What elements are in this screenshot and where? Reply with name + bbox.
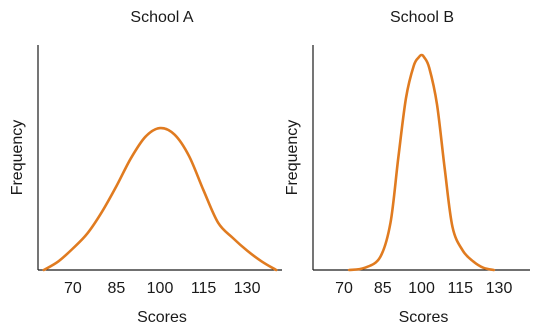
x-tick-label: 85: [374, 280, 392, 297]
distribution-curve: [347, 53, 496, 272]
x-tick-label: 115: [447, 280, 473, 297]
distribution-curve: [42, 126, 278, 272]
x-tick-label: 130: [234, 280, 261, 297]
x-tick-label: 85: [108, 280, 126, 297]
x-tick-label: 70: [335, 280, 353, 297]
x-axis-label: Scores: [399, 309, 449, 326]
x-tick-label: 100: [408, 280, 435, 297]
panel-title: School A: [130, 9, 193, 26]
x-tick-label: 70: [64, 280, 82, 297]
y-axis-label: Frequency: [9, 120, 26, 196]
x-axis-label: Scores: [137, 309, 187, 326]
x-tick-label: 130: [486, 280, 513, 297]
y-axis-label: Frequency: [284, 120, 301, 196]
x-tick-label: 115: [191, 280, 217, 297]
x-tick-label: 100: [147, 280, 174, 297]
panel-title: School B: [390, 9, 454, 26]
